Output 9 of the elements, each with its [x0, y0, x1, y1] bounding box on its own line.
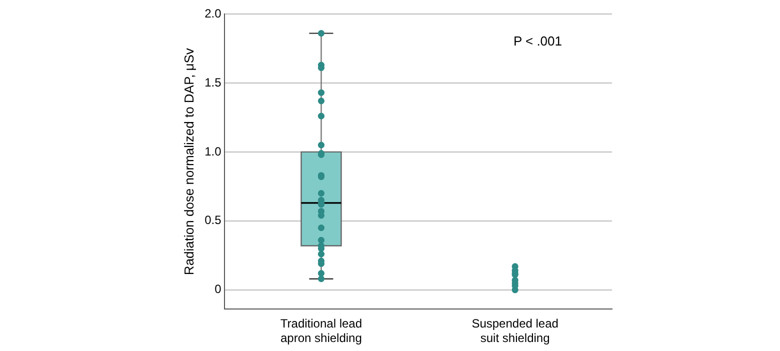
y-tick-label: 0.5: [204, 213, 222, 228]
x-tick-label: Traditional lead apron shielding: [280, 316, 362, 346]
y-axis-title: Radiation dose normalized to DAP, μSv: [181, 48, 196, 276]
y-tick-label: 0: [214, 282, 222, 296]
y-tick-label: 2.0: [204, 6, 222, 20]
annotation: P < .001: [513, 34, 562, 49]
x-tick-label: Suspended lead suit shielding: [472, 316, 558, 346]
y-tick-label: 1.5: [204, 75, 222, 90]
y-tick-label: 1.0: [204, 144, 222, 158]
